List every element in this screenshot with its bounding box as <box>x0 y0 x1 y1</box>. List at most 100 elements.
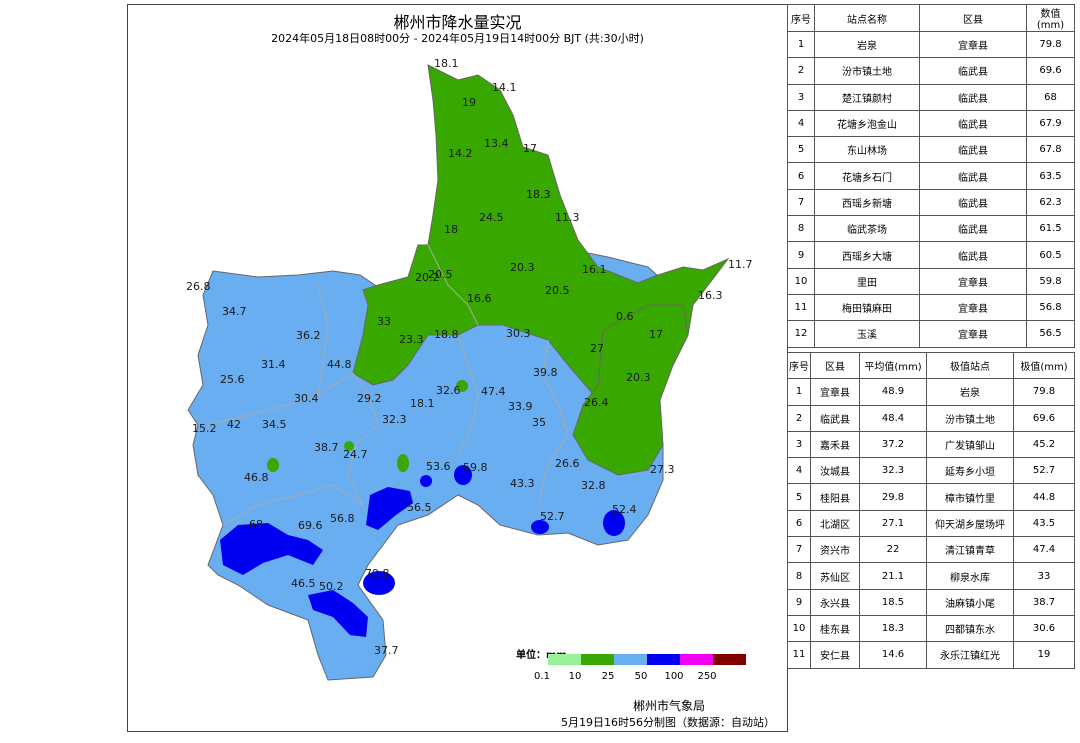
table-cell: 48.4 <box>859 404 927 432</box>
map-value-label: 32.8 <box>581 479 606 492</box>
header-cell: 区县 <box>810 351 860 380</box>
legend-tick: 250 <box>697 671 717 682</box>
table-cell: 花塘乡石门 <box>814 162 920 190</box>
table-cell: 21.1 <box>859 562 927 590</box>
table-cell: 27.1 <box>859 509 927 538</box>
table-cell: 2 <box>787 57 815 85</box>
table-cell: 苏仙区 <box>810 562 860 590</box>
rainfall-map: 18.1 14.1 19 13.4 17 14.2 18.3 24.5 11.3 18 20.3 16… <box>186 57 753 681</box>
map-value-label: 16.3 <box>698 289 723 302</box>
map-value-label: 46.5 <box>291 577 316 590</box>
table-cell: 永兴县 <box>810 588 860 616</box>
table-cell: 56.5 <box>1026 320 1075 348</box>
table-cell: 52.7 <box>1013 457 1075 485</box>
legend-swatch <box>647 654 680 665</box>
region-50-100-mid <box>366 487 413 530</box>
table-cell: 62.3 <box>1026 188 1075 217</box>
map-value-label: 24.7 <box>343 448 368 461</box>
table-cell: 61.5 <box>1026 215 1075 243</box>
table-cell: 宜章县 <box>919 320 1027 348</box>
table-cell: 临武县 <box>810 404 860 432</box>
header-cell: 数值(mm) <box>1026 4 1075 32</box>
table-cell: 楚江镇颜村 <box>814 83 920 111</box>
table-cell: 7 <box>787 188 815 217</box>
county-borders <box>207 244 569 526</box>
table-header-row: 序号 区县 平均值(mm) 极值站点 极值(mm) <box>787 351 1075 380</box>
legend-tick: 25 <box>601 671 615 682</box>
table-cell: 29.8 <box>859 483 927 511</box>
header-cell: 区县 <box>919 4 1027 32</box>
table-cell: 79.8 <box>1026 30 1075 59</box>
table-cell: 清江镇青草 <box>926 536 1014 564</box>
map-value-label: 15.2 <box>192 422 217 435</box>
legend-swatch <box>614 654 647 665</box>
map-value-label: 27 <box>590 342 604 355</box>
table-row: 6 北湖区 27.1 仰天湖乡屋场坪 43.5 <box>787 509 1075 538</box>
map-value-label: 44.8 <box>327 358 352 371</box>
map-value-label: 37.7 <box>374 644 399 657</box>
table-cell: 7 <box>787 536 811 564</box>
region-10-25-east <box>572 304 689 476</box>
table-cell: 11 <box>787 641 811 669</box>
map-value-label: 14.2 <box>448 147 473 160</box>
table-cell: 宜章县 <box>810 378 860 406</box>
map-value-label: 43.3 <box>510 477 535 490</box>
map-value-label: 38.7 <box>314 441 339 454</box>
table-cell: 56.8 <box>1026 293 1075 322</box>
table-row: 12 玉溪 宜章县 56.5 <box>787 320 1075 348</box>
table-cell: 西瑶乡新塘 <box>814 188 920 217</box>
table-row: 11 安仁县 14.6 永乐江镇红光 19 <box>787 641 1075 669</box>
table-cell: 38.7 <box>1013 588 1075 616</box>
map-value-label: 52.4 <box>612 503 637 516</box>
legend-tick: 0.1 <box>534 671 550 682</box>
map-value-label: 52.7 <box>540 510 565 523</box>
table-row: 10 桂东县 18.3 四都镇东水 30.6 <box>787 614 1075 643</box>
table-row: 10 里田 宜章县 59.8 <box>787 267 1075 295</box>
green-patch <box>397 454 409 472</box>
legend-tick: 100 <box>664 671 684 682</box>
table-row: 8 临武茶场 临武县 61.5 <box>787 215 1075 243</box>
table-cell: 6 <box>787 162 815 190</box>
region-50-100-spot <box>454 465 472 485</box>
table-cell: 30.6 <box>1013 614 1075 643</box>
map-value-label: 26.4 <box>584 396 609 409</box>
table-cell: 桂阳县 <box>810 483 860 511</box>
table-row: 4 汝城县 32.3 延寿乡小垣 52.7 <box>787 457 1075 485</box>
map-value-label: 34.7 <box>222 305 247 318</box>
table-cell: 67.9 <box>1026 109 1075 138</box>
region-50-100-spot <box>531 520 549 534</box>
map-value-label: 30.4 <box>294 392 319 405</box>
legend-swatch <box>713 654 746 665</box>
map-value-label: 69.6 <box>298 519 323 532</box>
legend-tick: 50 <box>634 671 648 682</box>
map-value-label: 20.2 <box>415 271 440 284</box>
counties-table-body: 1 宜章县 48.9 岩泉 79.8 2 临武县 48.4 汾市镇土地 69.6 3 嘉禾县 37.2 广… <box>787 378 1075 669</box>
table-cell: 永乐江镇红光 <box>926 641 1014 669</box>
table-row: 11 梅田镇麻田 宜章县 56.8 <box>787 293 1075 322</box>
map-value-label: 17 <box>649 328 663 341</box>
legend-color-bar <box>548 654 746 665</box>
map-value-labels: 18.1 14.1 19 13.4 17 14.2 18.3 24.5 11.3 18 20.3 16… <box>186 57 753 657</box>
table-row: 3 楚江镇颜村 临武县 68 <box>787 83 1075 111</box>
table-cell: 四都镇东水 <box>926 614 1014 643</box>
table-cell: 3 <box>787 83 815 111</box>
table-cell: 临武县 <box>919 83 1027 111</box>
region-50-100-spot <box>603 510 625 536</box>
map-subtitle: 2024年05月18日08时00分 - 2024年05月19日14时00分 BJ… <box>271 32 644 45</box>
table-cell: 43.5 <box>1013 509 1075 538</box>
table-cell: 9 <box>787 588 811 616</box>
header-cell: 极值站点 <box>926 351 1014 380</box>
map-value-label: 14.1 <box>492 81 517 94</box>
map-value-label: 20.3 <box>626 371 651 384</box>
table-cell: 临武县 <box>919 109 1027 138</box>
table-row: 3 嘉禾县 37.2 广发镇邹山 45.2 <box>787 430 1075 459</box>
table-cell: 临武茶场 <box>814 215 920 243</box>
map-value-label: 25.6 <box>220 373 245 386</box>
table-cell: 79.8 <box>1013 378 1075 406</box>
table-cell: 宜章县 <box>919 267 1027 295</box>
map-value-label: 29.2 <box>357 392 382 405</box>
table-cell: 19 <box>1013 641 1075 669</box>
table-cell: 10 <box>787 614 811 643</box>
table-cell: 3 <box>787 430 811 459</box>
table-cell: 临武县 <box>919 188 1027 217</box>
